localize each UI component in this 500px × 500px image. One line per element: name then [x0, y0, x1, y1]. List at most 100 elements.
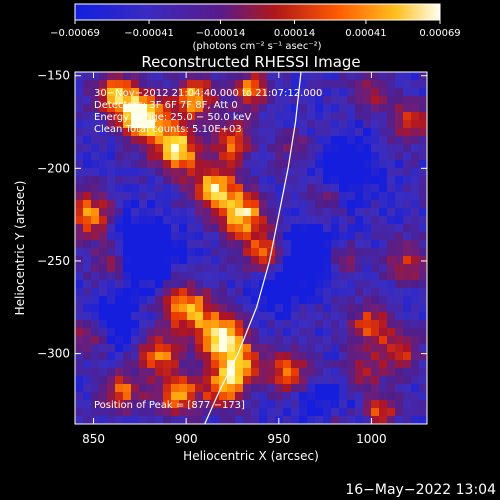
heatmap-cell	[363, 368, 372, 377]
heatmap-cell	[331, 376, 340, 385]
heatmap-cell	[83, 152, 92, 161]
heatmap-cell	[259, 392, 268, 401]
heatmap-cell	[227, 368, 236, 377]
heatmap-cell	[227, 72, 236, 81]
heatmap-cell	[379, 392, 388, 401]
heatmap-cell	[363, 192, 372, 201]
heatmap-cell	[147, 136, 156, 145]
heatmap-cell	[387, 336, 396, 345]
heatmap-cell	[155, 152, 164, 161]
heatmap-cell	[315, 80, 324, 89]
heatmap-cell	[131, 376, 140, 385]
heatmap-cell	[323, 128, 332, 137]
heatmap-cell	[243, 120, 252, 129]
heatmap-cell	[243, 232, 252, 241]
heatmap-cell	[115, 264, 124, 273]
heatmap-cell	[395, 96, 404, 105]
heatmap-cell	[163, 200, 172, 209]
heatmap-cell	[379, 192, 388, 201]
heatmap-cell	[123, 184, 132, 193]
heatmap-cell	[411, 360, 420, 369]
heatmap-cell	[347, 320, 356, 329]
heatmap-cell	[147, 360, 156, 369]
heatmap-cell	[235, 376, 244, 385]
heatmap-cell	[347, 208, 356, 217]
heatmap-cell	[395, 328, 404, 337]
heatmap-cell	[371, 368, 380, 377]
heatmap-cell	[211, 184, 220, 193]
heatmap-cell	[299, 80, 308, 89]
heatmap-cell	[251, 104, 260, 113]
heatmap-cell	[419, 160, 427, 169]
heatmap-cell	[283, 224, 292, 233]
heatmap-cell	[91, 392, 100, 401]
heatmap-cell	[387, 224, 396, 233]
heatmap-cell	[75, 368, 84, 377]
heatmap-cell	[147, 232, 156, 241]
heatmap-cell	[411, 88, 420, 97]
heatmap-cell	[91, 136, 100, 145]
heatmap-cell	[155, 344, 164, 353]
heatmap-cell	[91, 128, 100, 137]
heatmap-cell	[403, 288, 412, 297]
heatmap-cell	[315, 392, 324, 401]
heatmap-cell	[219, 416, 228, 424]
heatmap-cell	[331, 112, 340, 121]
heatmap-cell	[147, 120, 156, 129]
heatmap-cell	[379, 400, 388, 409]
heatmap-cell	[99, 88, 108, 97]
heatmap-cell	[211, 240, 220, 249]
heatmap-cell	[363, 416, 372, 424]
heatmap-cell	[411, 168, 420, 177]
heatmap-cell	[323, 360, 332, 369]
heatmap-cell	[83, 408, 92, 417]
heatmap-cell	[403, 264, 412, 273]
heatmap-cell	[75, 376, 84, 385]
heatmap-cell	[371, 96, 380, 105]
heatmap-cell	[139, 408, 148, 417]
heatmap-cell	[355, 232, 364, 241]
heatmap-cell	[211, 264, 220, 273]
heatmap-cell	[115, 416, 124, 424]
heatmap-cell	[163, 176, 172, 185]
heatmap-cell	[307, 336, 316, 345]
heatmap-cell	[251, 400, 260, 409]
heatmap-cell	[299, 160, 308, 169]
heatmap-cell	[347, 296, 356, 305]
heatmap-cell	[251, 328, 260, 337]
heatmap-cell	[411, 312, 420, 321]
heatmap-cell	[115, 208, 124, 217]
heatmap-cell	[291, 288, 300, 297]
heatmap-cell	[323, 200, 332, 209]
heatmap-cell	[131, 160, 140, 169]
heatmap-cell	[371, 216, 380, 225]
heatmap-cell	[163, 416, 172, 424]
heatmap-cell	[195, 200, 204, 209]
heatmap-cell	[179, 328, 188, 337]
heatmap-cell	[275, 232, 284, 241]
heatmap-cell	[139, 376, 148, 385]
heatmap-cell	[219, 224, 228, 233]
heatmap-cell	[331, 80, 340, 89]
heatmap-cell	[403, 312, 412, 321]
heatmap-cell	[331, 240, 340, 249]
heatmap-cell	[83, 384, 92, 393]
heatmap-cell	[371, 288, 380, 297]
heatmap-cell	[419, 376, 427, 385]
heatmap-cell	[75, 312, 84, 321]
heatmap-cell	[91, 240, 100, 249]
heatmap-cell	[267, 136, 276, 145]
heatmap-cell	[155, 376, 164, 385]
heatmap-cell	[379, 256, 388, 265]
heatmap-cell	[251, 80, 260, 89]
heatmap-cell	[379, 248, 388, 257]
heatmap-cell	[267, 160, 276, 169]
heatmap-cells	[75, 72, 427, 424]
heatmap-cell	[99, 152, 108, 161]
heatmap-cell	[107, 312, 116, 321]
heatmap-cell	[235, 288, 244, 297]
heatmap-cell	[283, 184, 292, 193]
heatmap-cell	[131, 112, 140, 121]
heatmap-cell	[123, 320, 132, 329]
heatmap-cell	[83, 280, 92, 289]
